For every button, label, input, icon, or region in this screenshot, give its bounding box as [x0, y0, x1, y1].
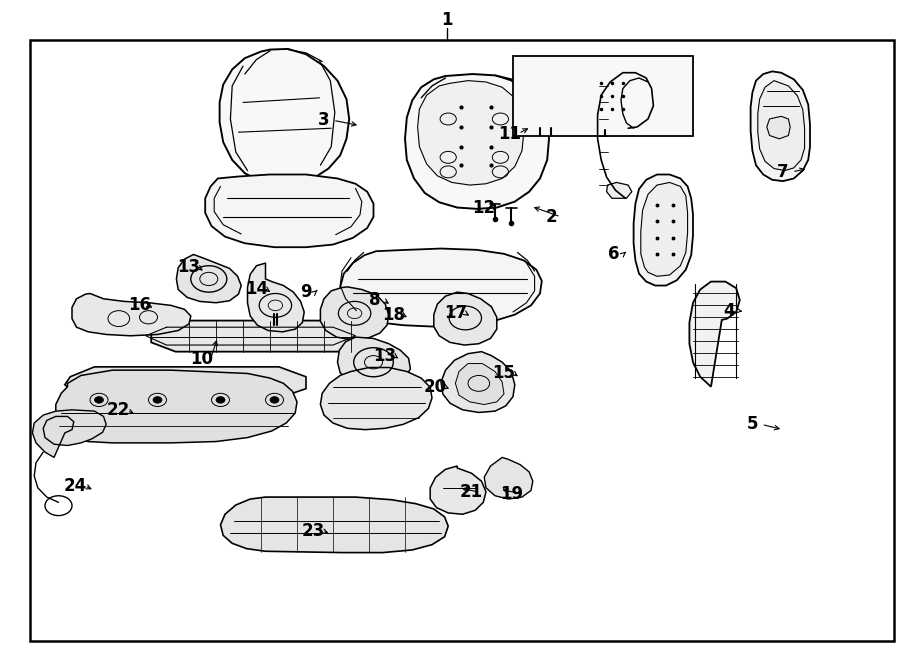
- Text: 20: 20: [424, 377, 447, 396]
- Polygon shape: [248, 263, 304, 332]
- Text: 4: 4: [724, 301, 734, 320]
- Polygon shape: [65, 367, 306, 398]
- Polygon shape: [484, 457, 533, 499]
- Circle shape: [94, 397, 104, 403]
- Polygon shape: [176, 254, 241, 303]
- Polygon shape: [430, 466, 486, 514]
- Polygon shape: [441, 352, 515, 412]
- Polygon shape: [585, 65, 632, 126]
- Text: 15: 15: [492, 364, 516, 382]
- Polygon shape: [338, 337, 410, 387]
- Text: 12: 12: [472, 198, 495, 217]
- Polygon shape: [434, 292, 497, 345]
- Text: 5: 5: [747, 415, 758, 434]
- Text: 2: 2: [546, 208, 557, 226]
- Text: 11: 11: [498, 124, 521, 143]
- Polygon shape: [320, 368, 432, 430]
- Polygon shape: [526, 69, 567, 123]
- Polygon shape: [205, 175, 374, 247]
- Text: 7: 7: [778, 163, 788, 181]
- Circle shape: [216, 397, 225, 403]
- Polygon shape: [455, 364, 504, 405]
- Text: 22: 22: [106, 401, 130, 420]
- Text: 19: 19: [500, 485, 524, 503]
- Polygon shape: [418, 81, 524, 185]
- Text: 9: 9: [301, 283, 311, 301]
- Polygon shape: [56, 370, 297, 443]
- Polygon shape: [767, 116, 790, 139]
- Circle shape: [153, 397, 162, 403]
- Text: 3: 3: [319, 111, 329, 130]
- Text: 13: 13: [374, 346, 397, 365]
- Polygon shape: [758, 81, 805, 171]
- Text: 10: 10: [190, 350, 213, 368]
- Polygon shape: [520, 65, 574, 128]
- Polygon shape: [72, 293, 191, 336]
- Text: 8: 8: [369, 291, 380, 309]
- Text: 23: 23: [302, 522, 325, 540]
- Polygon shape: [641, 182, 688, 276]
- Text: 21: 21: [460, 483, 483, 502]
- Text: 13: 13: [177, 258, 201, 276]
- Polygon shape: [578, 61, 639, 131]
- Text: 14: 14: [245, 280, 268, 298]
- Polygon shape: [151, 321, 367, 352]
- Polygon shape: [634, 175, 693, 286]
- Polygon shape: [751, 71, 810, 181]
- Text: 17: 17: [444, 303, 467, 322]
- Text: 6: 6: [608, 245, 619, 264]
- Circle shape: [270, 397, 279, 403]
- Polygon shape: [220, 497, 448, 553]
- Bar: [513, 56, 693, 136]
- Polygon shape: [405, 74, 549, 209]
- Polygon shape: [220, 49, 349, 185]
- Text: 16: 16: [128, 296, 151, 315]
- Text: 24: 24: [64, 477, 87, 495]
- Text: 1: 1: [442, 11, 453, 29]
- Text: 18: 18: [382, 305, 405, 324]
- Polygon shape: [32, 410, 106, 457]
- Polygon shape: [320, 287, 389, 340]
- Polygon shape: [607, 182, 632, 198]
- Polygon shape: [689, 282, 740, 387]
- Polygon shape: [340, 249, 542, 327]
